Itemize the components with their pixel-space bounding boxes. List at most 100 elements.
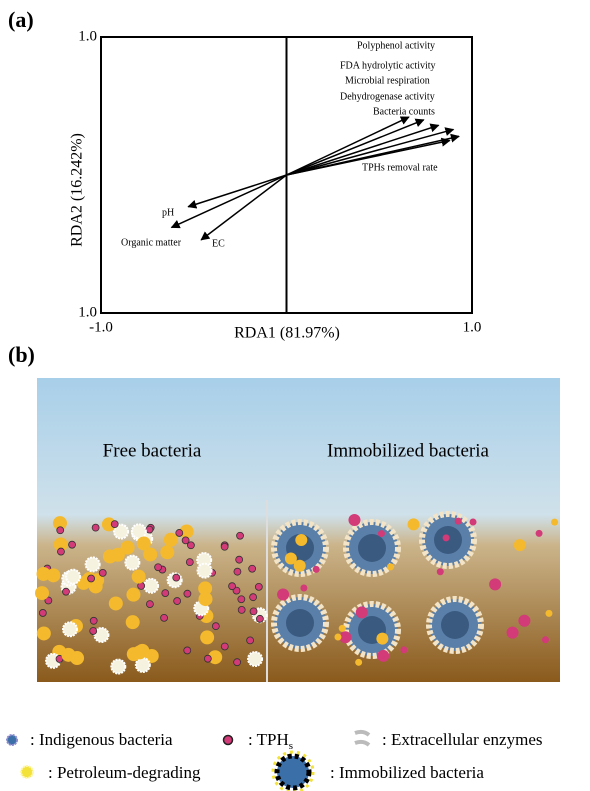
indigenous-bacteria	[130, 523, 147, 540]
x-axis-label: RDA1 (81.97%)	[234, 325, 340, 342]
petroleum-bacteria	[131, 569, 146, 584]
tph-dot	[551, 518, 559, 526]
petroleum-bacteria	[160, 545, 175, 560]
tph-dot	[442, 534, 450, 542]
tph-dot	[295, 534, 308, 547]
tph-dot	[183, 589, 192, 598]
vector-label: TPHs removal rate	[362, 162, 438, 173]
legend-sub: s	[289, 740, 293, 752]
x-tick-label: -1.0	[89, 319, 113, 335]
tph-dot	[89, 627, 98, 635]
tph-dot	[175, 529, 184, 537]
vector-label: EC	[212, 238, 225, 249]
tph-dot	[235, 555, 244, 564]
tph-dot	[87, 574, 96, 583]
tph-dot	[348, 514, 361, 527]
petroleum-bacteria	[198, 592, 213, 607]
vector-label: pH	[162, 207, 174, 218]
tph-dot	[256, 614, 264, 623]
indigenous-bacteria	[196, 562, 213, 579]
tph-dot	[376, 632, 389, 645]
tph-dot	[355, 606, 368, 619]
petroleum-bacteria	[143, 547, 158, 562]
indigenous-bacteria	[134, 657, 151, 674]
vector-arrow	[170, 174, 287, 229]
tph-dot	[237, 605, 246, 614]
petroleum-bacteria	[108, 596, 123, 611]
tph-dot	[110, 520, 119, 529]
tph-dot	[183, 646, 192, 655]
tph-dot	[211, 622, 220, 631]
tph-dot	[38, 609, 47, 617]
petroleum-bacteria	[198, 581, 213, 596]
petroleum-bacteria	[52, 516, 67, 531]
petroleum-bacteria	[355, 658, 363, 666]
petroleum-bacteria	[300, 584, 308, 592]
vector-arrow	[286, 127, 455, 176]
tph-dot	[246, 636, 255, 645]
tph-dot	[203, 654, 212, 663]
petroleum-bacteria	[126, 647, 141, 662]
petroleum-bacteria	[506, 626, 519, 639]
tph-dot	[545, 609, 553, 617]
y-tick-label: 1.0	[78, 304, 97, 320]
petroleum-bacteria	[36, 626, 51, 641]
tph-dot	[44, 596, 53, 605]
petroleum-bacteria	[407, 518, 420, 531]
legend-text: : TPH	[248, 730, 289, 749]
vector-arrow	[187, 174, 287, 209]
petroleum-bacteria	[163, 532, 178, 547]
vector-arrow	[200, 174, 287, 241]
tph-dot	[89, 616, 98, 625]
immobilized-core	[358, 534, 386, 562]
petroleum-bacteria	[338, 624, 346, 632]
indigenous-bacteria	[65, 568, 82, 585]
tph-dot	[469, 518, 477, 526]
legend-icon	[274, 753, 312, 791]
petroleum-bacteria	[436, 568, 444, 576]
tph-dot	[154, 563, 162, 572]
petroleum-bacteria	[179, 524, 194, 539]
vector-arrow	[286, 123, 440, 176]
legend-text: : Extracellular enzymes	[382, 730, 542, 749]
petroleum-bacteria	[46, 568, 61, 583]
petroleum-bacteria	[70, 651, 85, 666]
vector-arrow	[286, 118, 425, 176]
petroleum-bacteria	[489, 578, 502, 591]
tph-dot	[513, 539, 526, 552]
tph-dot	[62, 587, 70, 596]
panel-label: (b)	[8, 342, 35, 367]
tph-dot	[172, 573, 181, 582]
tph-dot	[187, 541, 195, 550]
petroleum-bacteria	[208, 650, 223, 665]
tph-dot	[220, 542, 229, 551]
indigenous-bacteria	[143, 577, 160, 594]
petroleum-bacteria	[541, 636, 549, 644]
immobilized-core	[286, 609, 314, 637]
petroleum-bacteria	[120, 540, 135, 555]
tph-dot	[161, 589, 170, 597]
vector-label: Polyphenol activity	[357, 40, 435, 51]
tph-dot	[284, 552, 297, 565]
petroleum-bacteria	[377, 530, 385, 538]
vector-arrow	[286, 116, 410, 176]
tph-dot	[237, 595, 246, 604]
petroleum-bacteria	[200, 630, 215, 645]
tph-dot	[181, 536, 190, 545]
tph-dot	[312, 565, 320, 573]
tph-dot	[56, 526, 65, 535]
tph-dot	[249, 593, 257, 602]
petroleum-bacteria	[136, 536, 151, 551]
y-tick-label: 1.0	[78, 28, 97, 44]
tph-dot	[400, 646, 408, 654]
panel-label: (a)	[8, 7, 34, 32]
tph-dot	[277, 588, 290, 601]
vector-arrow	[286, 137, 451, 176]
legend-icon	[354, 729, 371, 747]
tph-dot	[249, 607, 258, 616]
vector-label: FDA hydrolytic activity	[340, 60, 436, 71]
indigenous-bacteria	[113, 523, 130, 540]
indigenous-bacteria	[93, 626, 110, 643]
indigenous-bacteria	[124, 554, 141, 571]
